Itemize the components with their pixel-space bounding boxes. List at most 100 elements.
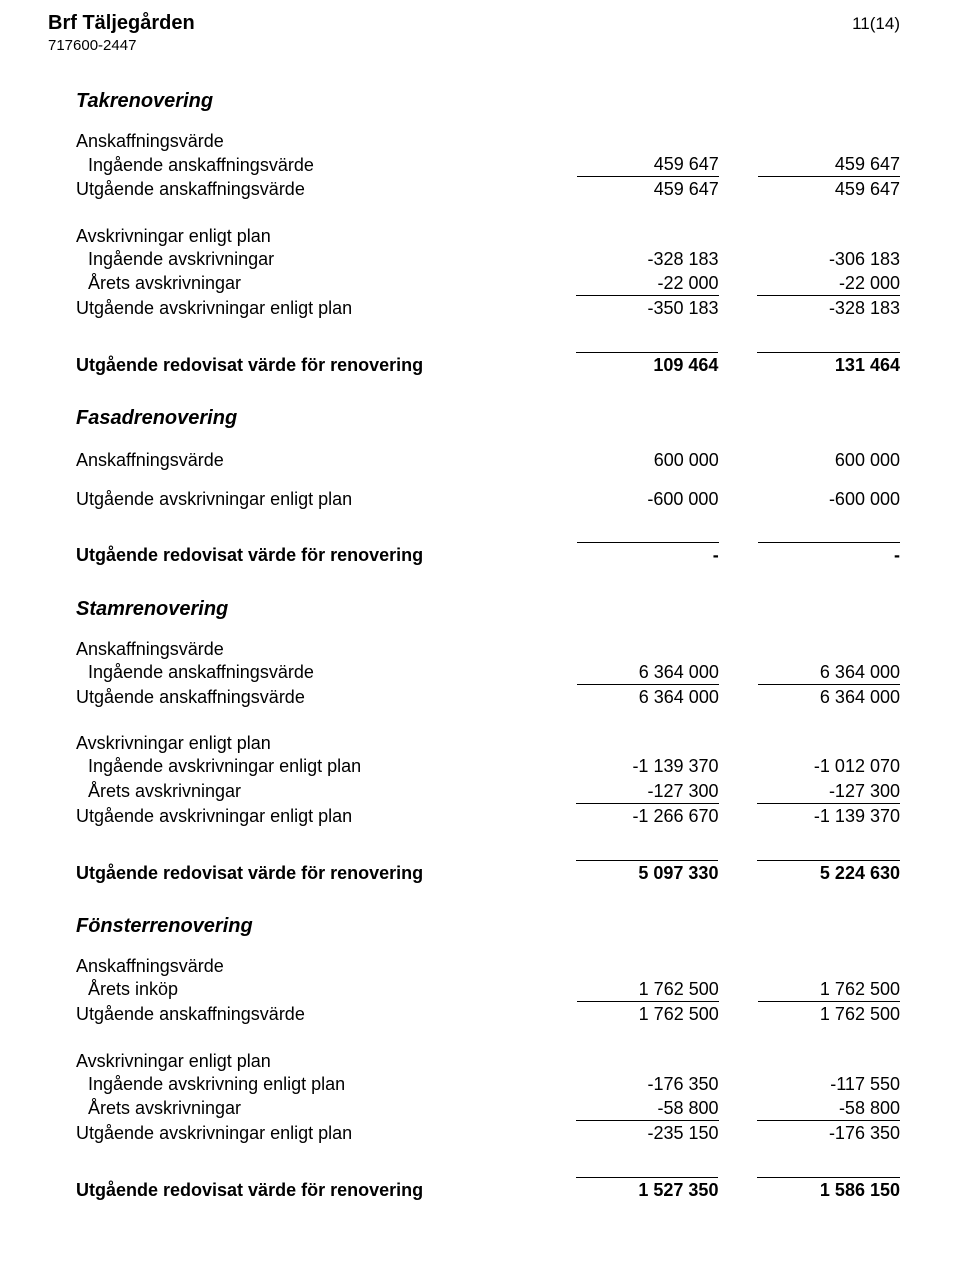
row-value-1: -350 183	[576, 296, 718, 321]
table-row: Utgående anskaffningsvärde459 647459 647	[76, 177, 900, 202]
table-row: Ingående anskaffningsvärde459 647459 647	[76, 152, 900, 177]
row-label: Utgående avskrivningar enligt plan	[76, 1121, 576, 1146]
row-value-2: 6 364 000	[758, 660, 900, 685]
row-value-2: 1 586 150	[757, 1177, 900, 1202]
table-row: Utgående avskrivningar enligt plan-600 0…	[76, 487, 900, 511]
section-title: Fönsterrenovering	[76, 915, 900, 938]
row-label: Ingående anskaffningsvärde	[76, 152, 577, 177]
table-row: Utgående avskrivningar enligt plan-350 1…	[76, 296, 900, 321]
org-id: 717600-2447	[48, 37, 195, 54]
row-label: Årets avskrivningar	[76, 271, 576, 296]
row-value-1: -22 000	[576, 271, 718, 296]
row-value-2: -1 012 070	[757, 754, 900, 778]
table-row: Ingående avskrivningar enligt plan-1 139…	[76, 754, 900, 778]
row-label: Utgående redovisat värde för renovering	[76, 352, 576, 377]
row-value-2: -600 000	[757, 487, 900, 511]
row-value-2: -	[758, 543, 900, 568]
financial-table: Utgående redovisat värde för renovering 5…	[76, 842, 900, 885]
row-value-2: 1 762 500	[758, 1002, 900, 1027]
financial-table: Utgående redovisat värde för renovering1…	[76, 1159, 900, 1202]
financial-table: Ingående avskrivningar-328 183-306 183År…	[76, 247, 900, 321]
row-value-1: -1 266 670	[576, 803, 718, 828]
row-label: Ingående avskrivning enligt plan	[76, 1072, 576, 1096]
row-value-1: 109 464	[576, 352, 718, 377]
financial-table: Ingående anskaffningsvärde6 364 0006 364…	[76, 660, 900, 710]
table-row: Årets avskrivningar-127 300-127 300	[76, 779, 900, 804]
row-label: Ingående anskaffningsvärde	[76, 660, 577, 685]
group-heading: Anskaffningsvärde	[76, 956, 900, 977]
row-label: Utgående redovisat värde för renovering	[76, 860, 576, 885]
table-row: Anskaffningsvärde600 000600 000	[76, 448, 900, 472]
row-label: Utgående anskaffningsvärde	[76, 1002, 577, 1027]
financial-table: Årets inköp1 762 5001 762 500Utgående an…	[76, 977, 900, 1027]
row-label: Ingående avskrivningar enligt plan	[76, 754, 576, 778]
row-value-1: 459 647	[577, 152, 719, 177]
section-title: Stamrenovering	[76, 598, 900, 621]
row-label: Utgående anskaffningsvärde	[76, 684, 577, 709]
table-row: Utgående redovisat värde för renovering1…	[76, 1177, 900, 1202]
row-label: Utgående anskaffningsvärde	[76, 177, 577, 202]
row-value-2: -117 550	[757, 1072, 900, 1096]
section-title: Takrenovering	[76, 90, 900, 113]
row-value-1: 6 364 000	[577, 684, 719, 709]
financial-table: Anskaffningsvärde600 000600 000	[76, 448, 900, 472]
row-value-2: 5 224 630	[757, 860, 900, 885]
group-heading: Avskrivningar enligt plan	[76, 733, 900, 754]
page-content: TakrenoveringAnskaffningsvärdeIngående a…	[76, 90, 900, 1202]
table-row: Årets inköp1 762 5001 762 500	[76, 977, 900, 1002]
row-value-2: 131 464	[757, 352, 900, 377]
row-value-2: 600 000	[758, 448, 900, 472]
financial-table: Ingående anskaffningsvärde459 647459 647…	[76, 152, 900, 202]
row-value-2: -22 000	[757, 271, 900, 296]
table-row: Utgående anskaffningsvärde1 762 5001 762…	[76, 1002, 900, 1027]
row-value-1: 600 000	[577, 448, 719, 472]
row-value-1: -1 139 370	[576, 754, 718, 778]
row-value-2: -328 183	[757, 296, 900, 321]
row-value-2: -176 350	[757, 1121, 900, 1146]
row-value-1: -127 300	[576, 779, 718, 804]
group-heading: Anskaffningsvärde	[76, 131, 900, 152]
financial-table: Ingående avskrivning enligt plan-176 350…	[76, 1072, 900, 1146]
row-value-2: -127 300	[757, 779, 900, 804]
row-value-1: -176 350	[576, 1072, 718, 1096]
row-label: Utgående redovisat värde för renovering	[76, 1177, 576, 1202]
row-value-1: -600 000	[576, 487, 719, 511]
group-heading: Avskrivningar enligt plan	[76, 1051, 900, 1072]
row-value-1: 6 364 000	[577, 660, 719, 685]
row-value-1: -328 183	[576, 247, 718, 271]
row-value-2: 6 364 000	[758, 684, 900, 709]
table-row: Utgående avskrivningar enligt plan-1 266…	[76, 803, 900, 828]
section-title: Fasadrenovering	[76, 407, 900, 430]
financial-table: Utgående redovisat värde för renovering1…	[76, 334, 900, 377]
row-value-2: 459 647	[758, 152, 900, 177]
row-value-1: -235 150	[576, 1121, 718, 1146]
row-label: Utgående redovisat värde för renovering	[76, 543, 577, 568]
row-value-1: -	[577, 543, 719, 568]
row-value-1: 1 762 500	[577, 977, 719, 1002]
row-label: Årets avskrivningar	[76, 779, 576, 804]
row-label: Utgående avskrivningar enligt plan	[76, 296, 576, 321]
row-value-1: 1 527 350	[576, 1177, 718, 1202]
row-label: Årets inköp	[76, 977, 577, 1002]
table-row: Ingående avskrivningar-328 183-306 183	[76, 247, 900, 271]
group-heading: Anskaffningsvärde	[76, 639, 900, 660]
group-heading: Avskrivningar enligt plan	[76, 226, 900, 247]
page-header: Brf Täljegården 717600-2447 11(14)	[48, 12, 900, 54]
org-name: Brf Täljegården	[48, 12, 195, 35]
row-value-2: -58 800	[757, 1096, 900, 1121]
row-value-1: 1 762 500	[577, 1002, 719, 1027]
table-row: Årets avskrivningar-58 800-58 800	[76, 1096, 900, 1121]
row-value-2: 1 762 500	[758, 977, 900, 1002]
row-value-2: -1 139 370	[757, 803, 900, 828]
page-number: 11(14)	[852, 14, 900, 34]
row-label: Utgående avskrivningar enligt plan	[76, 803, 576, 828]
row-label: Ingående avskrivningar	[76, 247, 576, 271]
table-row: Ingående anskaffningsvärde6 364 0006 364…	[76, 660, 900, 685]
table-row: Utgående redovisat värde för renovering 5…	[76, 860, 900, 885]
financial-table: Utgående avskrivningar enligt plan-600 0…	[76, 487, 900, 511]
row-label: Årets avskrivningar	[76, 1096, 576, 1121]
table-row: Årets avskrivningar-22 000-22 000	[76, 271, 900, 296]
table-row: Utgående redovisat värde för renovering1…	[76, 352, 900, 377]
table-row: Utgående anskaffningsvärde6 364 0006 364…	[76, 684, 900, 709]
table-row: Utgående avskrivningar enligt plan-235 1…	[76, 1121, 900, 1146]
